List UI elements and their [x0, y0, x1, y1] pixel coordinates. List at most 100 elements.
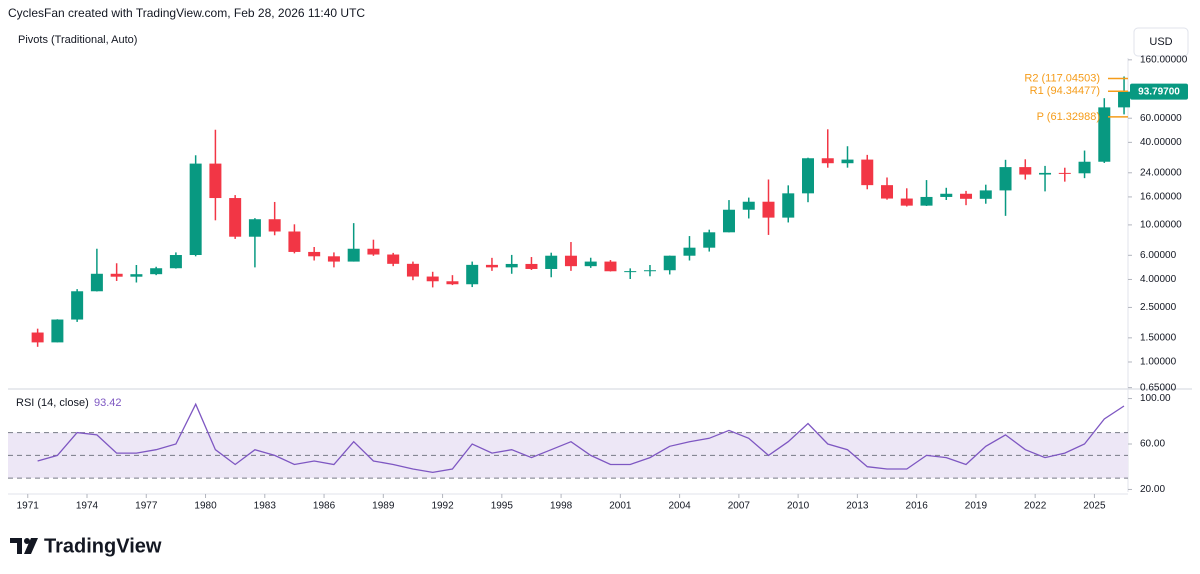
y-tick-label: 1.00000 — [1140, 357, 1177, 368]
x-tick-label: 2022 — [1024, 501, 1047, 512]
x-tick-label: 1983 — [254, 501, 277, 512]
candle-body — [841, 159, 854, 164]
candle-body — [1098, 107, 1111, 162]
candle-body — [1039, 172, 1052, 175]
candle-body — [722, 209, 735, 233]
candle-body — [564, 255, 577, 267]
candle-body — [387, 254, 400, 264]
y-tick-label: 1.50000 — [1140, 332, 1177, 343]
candle-body — [229, 198, 242, 237]
candle-body — [150, 268, 163, 275]
candle-body — [308, 251, 321, 257]
candle-body — [821, 158, 834, 164]
y-tick-label: 60.00 — [1140, 439, 1165, 450]
candle-body — [979, 190, 992, 199]
candle-body — [209, 163, 222, 199]
candle-body — [762, 201, 775, 218]
candle-body — [861, 159, 874, 186]
candle-body — [960, 193, 973, 199]
currency: USD — [1149, 36, 1172, 48]
candle-body — [643, 270, 656, 272]
y-tick-label: 2.50000 — [1140, 302, 1177, 313]
candle-body — [545, 255, 558, 269]
candle-body — [288, 231, 301, 252]
last-price-badge — [1130, 83, 1188, 100]
pivot-label: P (61.32988) — [1037, 111, 1100, 123]
candle-body — [327, 256, 340, 262]
candle-body — [900, 198, 913, 206]
candle-body — [703, 232, 716, 248]
candle-body — [999, 167, 1012, 191]
candle-body — [347, 248, 360, 262]
candle-body — [604, 261, 617, 272]
x-tick-label: 2007 — [728, 501, 751, 512]
candle-body — [110, 273, 123, 277]
candle-body — [1019, 167, 1032, 175]
x-tick-label: 1977 — [135, 501, 158, 512]
candle-body — [446, 281, 459, 285]
rsi-line — [37, 402, 1125, 474]
candle-body — [71, 291, 84, 320]
candle-body — [268, 219, 281, 232]
candle-body — [782, 193, 795, 218]
pivot-label: R1 (94.34477) — [1030, 85, 1100, 97]
candle-body — [485, 264, 498, 268]
x-tick-label: 1998 — [550, 501, 573, 512]
rsi-title: RSI (14, close) — [16, 397, 89, 409]
x-tick-label: 2004 — [668, 501, 691, 512]
x-tick-label: 1992 — [431, 501, 454, 512]
x-tick-label: 1974 — [76, 501, 99, 512]
candle-body — [367, 248, 380, 255]
logo — [10, 538, 38, 554]
candle-body — [624, 271, 637, 273]
x-tick-label: 1980 — [194, 501, 217, 512]
candle-body — [466, 264, 479, 285]
candle-body — [505, 263, 518, 268]
x-tick-label: 2025 — [1083, 501, 1106, 512]
rsi-current: 93.42 — [94, 397, 122, 409]
y-tick-label: 6.00000 — [1140, 250, 1177, 261]
y-tick-label: 0.65000 — [1140, 382, 1177, 393]
x-tick-label: 1986 — [313, 501, 336, 512]
candle-body — [90, 273, 103, 292]
y-tick-label: 160.00000 — [1140, 54, 1188, 65]
candle-body — [663, 255, 676, 271]
brand: TradingView — [44, 535, 162, 557]
x-tick-label: 2016 — [906, 501, 929, 512]
candle-body — [1058, 172, 1071, 174]
pivot-label: R2 (117.04503) — [1024, 72, 1100, 84]
currency-button[interactable] — [1133, 27, 1189, 57]
candle-body — [525, 263, 538, 269]
y-tick-label: 16.00000 — [1140, 192, 1182, 203]
y-tick-label: 100.00 — [1140, 393, 1171, 404]
candle-body — [406, 263, 419, 277]
x-tick-label: 2001 — [609, 501, 632, 512]
candle-body — [742, 201, 755, 210]
x-tick-label: 1989 — [372, 501, 395, 512]
x-tick-label: 1971 — [17, 501, 40, 512]
y-tick-label: 4.00000 — [1140, 274, 1177, 285]
candle-body — [130, 274, 143, 277]
x-tick-label: 2013 — [846, 501, 869, 512]
candle-body — [1118, 91, 1131, 108]
candle-body — [802, 158, 814, 194]
y-tick-label: 40.00000 — [1140, 137, 1182, 148]
last-price-label: 93.79700 — [1138, 86, 1180, 97]
candle-body — [426, 276, 439, 282]
candle-body — [189, 163, 202, 256]
candle-body — [248, 219, 261, 237]
y-tick-label: 24.00000 — [1140, 167, 1182, 178]
attribution: CyclesFan created with TradingView.com, … — [8, 6, 365, 20]
y-tick-label: 60.00000 — [1140, 113, 1182, 124]
candle-body — [584, 261, 597, 267]
candle-body — [1078, 161, 1091, 174]
candle-body — [683, 247, 696, 256]
x-tick-label: 2010 — [787, 501, 810, 512]
candle-body — [940, 193, 953, 197]
y-tick-label: 20.00 — [1140, 484, 1165, 495]
candle-body — [31, 332, 44, 343]
x-tick-label: 2019 — [965, 501, 988, 512]
x-tick-label: 1995 — [491, 501, 514, 512]
y-tick-label: 10.00000 — [1140, 220, 1182, 231]
